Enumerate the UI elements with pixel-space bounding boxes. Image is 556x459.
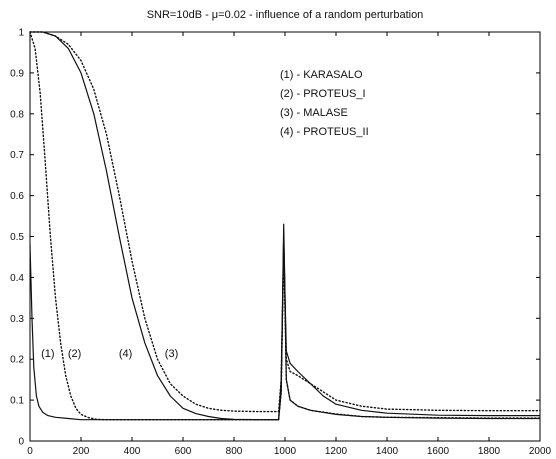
x-tick-label: 200 <box>73 446 90 457</box>
y-tick-label: 1 <box>18 28 24 39</box>
y-tick-label: 0.8 <box>10 109 24 120</box>
y-tick-label: 0.4 <box>10 273 24 284</box>
y-tick-label: 0.2 <box>10 355 24 366</box>
legend: (1) - KARASALO (2) - PROTEUS_I (3) - MAL… <box>280 69 369 138</box>
axis-ticks: 0 200 400 600 800 1000 1200 1400 1600 1800 2000 0 0.… <box>10 28 551 458</box>
x-tick-label: 1000 <box>274 446 297 457</box>
legend-entry-proteus-i: (2) - PROTEUS_I <box>280 88 366 100</box>
chart-title: SNR=10dB - μ=0.02 - influence of a rando… <box>147 9 424 21</box>
series-layer <box>29 31 541 421</box>
x-tick-label: 600 <box>175 446 192 457</box>
curve-label: (3) <box>165 348 178 360</box>
y-tick-label: 0.6 <box>10 191 24 202</box>
x-tick-label: 1600 <box>427 446 450 457</box>
curve-label: (2) <box>68 348 81 360</box>
series-proteus-ii-line <box>30 31 540 421</box>
y-tick-label: 0.1 <box>10 396 24 407</box>
x-tick-label: 800 <box>226 446 243 457</box>
x-tick-label: 400 <box>124 446 141 457</box>
x-tick-label: 1800 <box>478 446 501 457</box>
x-tick-label: 1200 <box>325 446 348 457</box>
x-tick-label: 2000 <box>529 446 552 457</box>
curve-label: (1) <box>41 348 54 360</box>
curve-labels: (1) (2) (4) (3) <box>41 348 178 360</box>
series-proteus-i-line <box>29 31 541 421</box>
y-tick-label: 0.7 <box>10 150 24 161</box>
legend-entry-malase: (3) - MALASE <box>280 107 348 119</box>
y-tick-label: 0.9 <box>10 68 24 79</box>
x-tick-label: 0 <box>27 446 33 457</box>
y-tick-label: 0 <box>18 437 24 448</box>
y-tick-label: 0.5 <box>10 232 24 243</box>
y-tick-label: 0.3 <box>10 314 24 325</box>
legend-entry-proteus-ii: (4) - PROTEUS_II <box>280 126 369 138</box>
legend-entry-karasalo: (1) - KARASALO <box>280 69 363 81</box>
series-malase-line <box>29 31 541 413</box>
curve-label: (4) <box>119 348 132 360</box>
x-tick-label: 1400 <box>376 446 399 457</box>
